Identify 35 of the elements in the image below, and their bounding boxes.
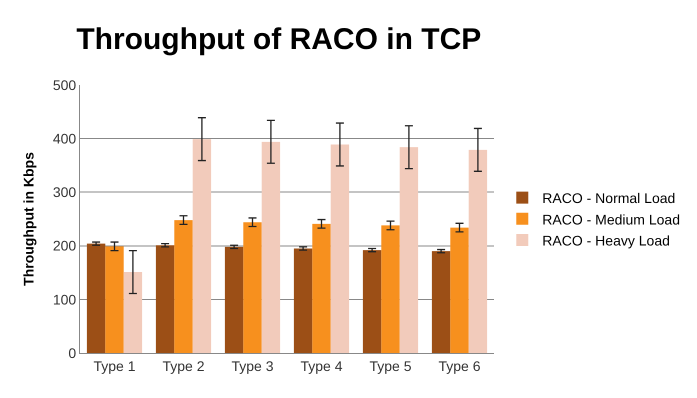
bar bbox=[468, 150, 488, 353]
bar bbox=[224, 246, 244, 353]
bar bbox=[174, 220, 193, 353]
y-tick-label: 0 bbox=[68, 344, 76, 361]
bar bbox=[156, 245, 174, 353]
bar bbox=[362, 250, 382, 353]
bar bbox=[330, 144, 350, 353]
y-tick-label: 300 bbox=[52, 184, 76, 200]
bar bbox=[192, 139, 212, 353]
bar bbox=[312, 224, 331, 353]
y-tick-label: 200 bbox=[52, 238, 76, 254]
bar bbox=[262, 142, 280, 353]
bar bbox=[381, 225, 400, 353]
bar bbox=[243, 222, 262, 353]
bar bbox=[450, 228, 469, 353]
bar bbox=[124, 272, 142, 353]
legend-label: RACO - Heavy Load bbox=[542, 232, 670, 248]
x-tick-label: Type 1 bbox=[93, 358, 136, 374]
chart-title: Throughput of RACO in TCP bbox=[76, 22, 482, 56]
legend-label: RACO - Normal Load bbox=[542, 190, 676, 206]
x-tick-label: Type 5 bbox=[369, 358, 412, 374]
x-tick-label: Type 2 bbox=[162, 358, 205, 374]
x-tick-label: Type 4 bbox=[300, 358, 343, 374]
y-tick-label: 100 bbox=[52, 291, 76, 308]
bar bbox=[294, 248, 312, 353]
x-tick-label: Type 6 bbox=[438, 358, 481, 374]
bar bbox=[432, 251, 450, 353]
bar bbox=[86, 244, 106, 353]
y-tick-label: 500 bbox=[52, 76, 76, 93]
y-axis-title: Throughput in Kbps bbox=[20, 152, 36, 286]
bar bbox=[105, 246, 124, 353]
x-tick-label: Type 3 bbox=[231, 358, 274, 374]
legend-label: RACO - Medium Load bbox=[542, 211, 680, 228]
bar bbox=[400, 147, 418, 353]
y-tick-label: 400 bbox=[52, 130, 76, 146]
